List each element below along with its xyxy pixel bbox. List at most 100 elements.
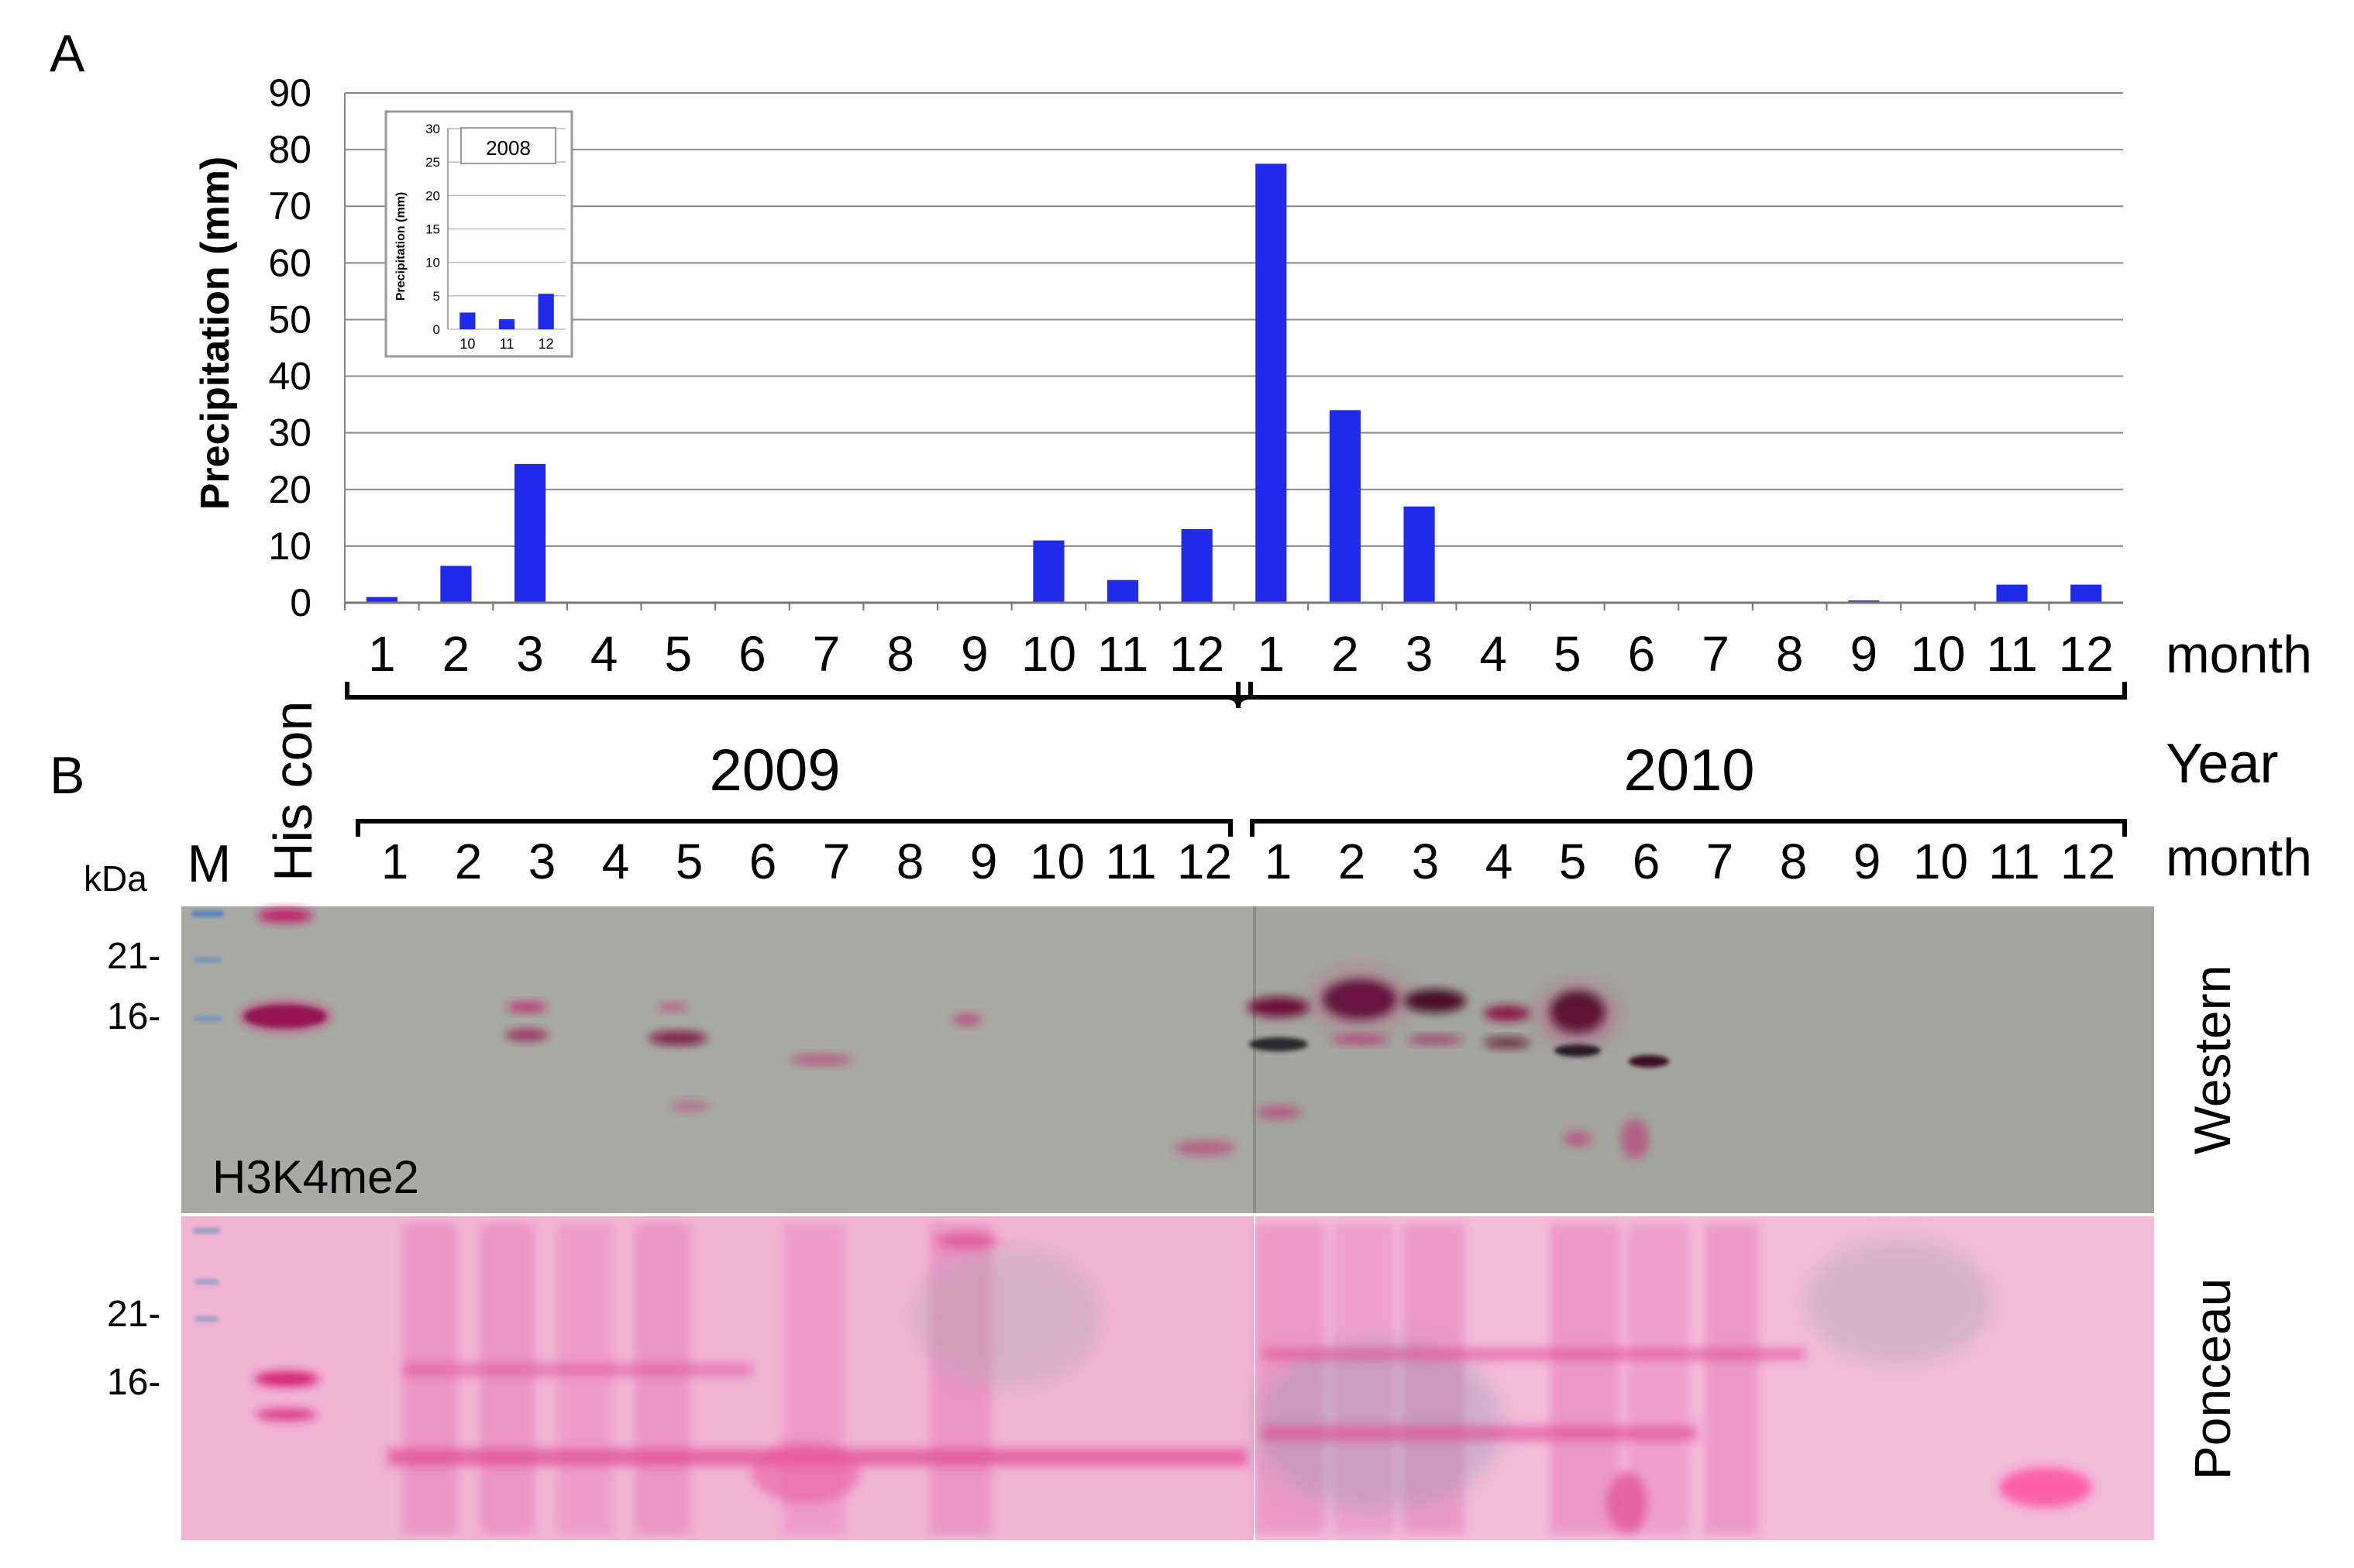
y-tick-label: 90 xyxy=(268,71,311,115)
x-tick-label: 5 xyxy=(665,626,693,682)
panel-b-label: B xyxy=(50,746,84,805)
lane-label-2010: 9 xyxy=(1853,834,1881,889)
lane-label-2009: 1 xyxy=(381,834,409,889)
x-tick-labels: 1 2 3 4 5 6 7 8 9 10 11 12 1 2 3 4 5 6 7 8 9 10 11 12 xyxy=(344,603,2114,682)
western-antibody-label: H3K4me2 xyxy=(212,1151,419,1203)
year-bracket-2009 xyxy=(345,682,1251,708)
inset-y-tick-label: 10 xyxy=(425,256,440,270)
lane-label-2009: 10 xyxy=(1030,834,1085,889)
lane-label-2010: 4 xyxy=(1485,834,1513,889)
marker-ladder xyxy=(192,911,223,1021)
x-tick-label: 2 xyxy=(1331,626,1359,682)
x-tick-label: 12 xyxy=(1169,626,1224,682)
lane-label-2009: 12 xyxy=(1177,834,1232,889)
ponceau-marker-ladder xyxy=(194,1229,220,1321)
inset-bar xyxy=(538,294,554,329)
bar xyxy=(1181,528,1213,603)
panel-a-label: A xyxy=(50,24,85,83)
ponceau-bands xyxy=(254,1233,2092,1534)
lane-label-2009: 4 xyxy=(602,834,630,889)
lane-label-2010: 12 xyxy=(2060,834,2115,889)
inset-y-tick-label: 20 xyxy=(425,188,440,203)
x-tick-label: 11 xyxy=(1097,626,1148,682)
lane-label-2010: 7 xyxy=(1706,834,1734,889)
bar xyxy=(2070,584,2102,603)
ponceau-marker-21: 21- xyxy=(107,1294,160,1335)
y-axis-label: Precipitation (mm) xyxy=(193,156,238,511)
bar xyxy=(1106,579,1139,603)
inset-y-tick-labels: 0 5 10 15 20 25 30 xyxy=(425,122,440,337)
lane-label-2010: 6 xyxy=(1633,834,1661,889)
x-tick-label: 7 xyxy=(813,626,841,682)
bar xyxy=(1403,506,1435,603)
bar xyxy=(1255,163,1287,603)
ponceau-label: Ponceau xyxy=(2184,1278,2241,1480)
western-marker-21: 21- xyxy=(107,936,160,977)
y-tick-label: 30 xyxy=(268,411,311,455)
western-label: Western xyxy=(2184,965,2241,1155)
x-tick-label: 11 xyxy=(1986,626,2037,682)
bar xyxy=(1033,540,1065,603)
control-lane-label: His con xyxy=(263,701,323,882)
bar xyxy=(514,463,546,603)
inset-bar xyxy=(459,312,476,329)
x-tick-label: 10 xyxy=(1021,626,1076,682)
x-tick-label: 2 xyxy=(442,626,470,682)
lane-label-2009: 6 xyxy=(749,834,777,889)
inset-y-tick-label: 5 xyxy=(433,289,440,304)
x-tick-label: 10 xyxy=(1910,626,1965,682)
x-tick-label: 6 xyxy=(1628,626,1656,682)
year-bracket-2010 xyxy=(1248,682,2127,700)
lane-label-2009: 9 xyxy=(970,834,998,889)
x-tick-label: 8 xyxy=(886,626,914,682)
bar xyxy=(1996,584,2028,603)
lane-label-2009: 11 xyxy=(1105,834,1156,889)
lane-label-2009: 5 xyxy=(676,834,704,889)
inset-y-tick-label: 15 xyxy=(425,222,440,237)
y-tick-label: 70 xyxy=(268,184,311,228)
inset-bars xyxy=(459,294,554,329)
western-membrane-2009 xyxy=(181,906,1254,1213)
x-tick-label: 1 xyxy=(1258,626,1285,682)
inset-y-axis-label: Precipitation (mm) xyxy=(394,192,408,301)
x-tick-label: 8 xyxy=(1776,626,1804,682)
lane-label-2009: 7 xyxy=(823,834,851,889)
lane-label-2010: 3 xyxy=(1412,834,1440,889)
ponceau-membrane-2009 xyxy=(181,1216,1254,1540)
x-tick-label: 4 xyxy=(590,626,618,682)
year-label-2010: 2010 xyxy=(1623,738,1754,803)
lane-label-2010: 11 xyxy=(1988,834,2039,889)
year-axis-label: Year xyxy=(2166,733,2278,795)
y-tick-label: 10 xyxy=(268,524,311,568)
lane-label-2010: 5 xyxy=(1559,834,1587,889)
marker-lane-label: M xyxy=(188,834,232,893)
lane-label-2010: 8 xyxy=(1780,834,1808,889)
x-tick-label: 1 xyxy=(368,626,396,682)
ponceau-marker-16: 16- xyxy=(107,1362,160,1403)
kda-label: kDa xyxy=(84,858,147,899)
x-tick-label: 5 xyxy=(1554,626,1581,682)
x-tick-label: 12 xyxy=(2059,626,2114,682)
month-bracket-2010 xyxy=(1250,819,2127,837)
inset-y-tick-label: 25 xyxy=(425,155,440,170)
y-tick-label: 20 xyxy=(268,468,311,511)
lane-label-2010: 1 xyxy=(1265,834,1292,889)
ponceau-stain xyxy=(181,1216,2154,1540)
lane-label-2010: 10 xyxy=(1913,834,1968,889)
year-label-2009: 2009 xyxy=(709,738,840,803)
x-tick-label: 4 xyxy=(1479,626,1507,682)
y-tick-label: 60 xyxy=(268,241,311,284)
inset-x-tick-label: 12 xyxy=(539,336,554,352)
lane-label-2009: 8 xyxy=(897,834,924,889)
month-axis-label-b: month xyxy=(2166,828,2312,887)
x-tick-label: 6 xyxy=(738,626,766,682)
x-tick-label: 3 xyxy=(516,626,544,682)
x-axis-label: month xyxy=(2166,625,2312,684)
bar xyxy=(440,566,472,603)
lane-label-2009: 3 xyxy=(528,834,556,889)
inset-x-tick-labels: 10 11 12 xyxy=(459,336,553,352)
inset-chart-2008: 0 5 10 15 20 25 30 10 11 12 2008 Precipitation (… xyxy=(384,110,573,358)
inset-y-tick-label: 0 xyxy=(433,322,440,337)
